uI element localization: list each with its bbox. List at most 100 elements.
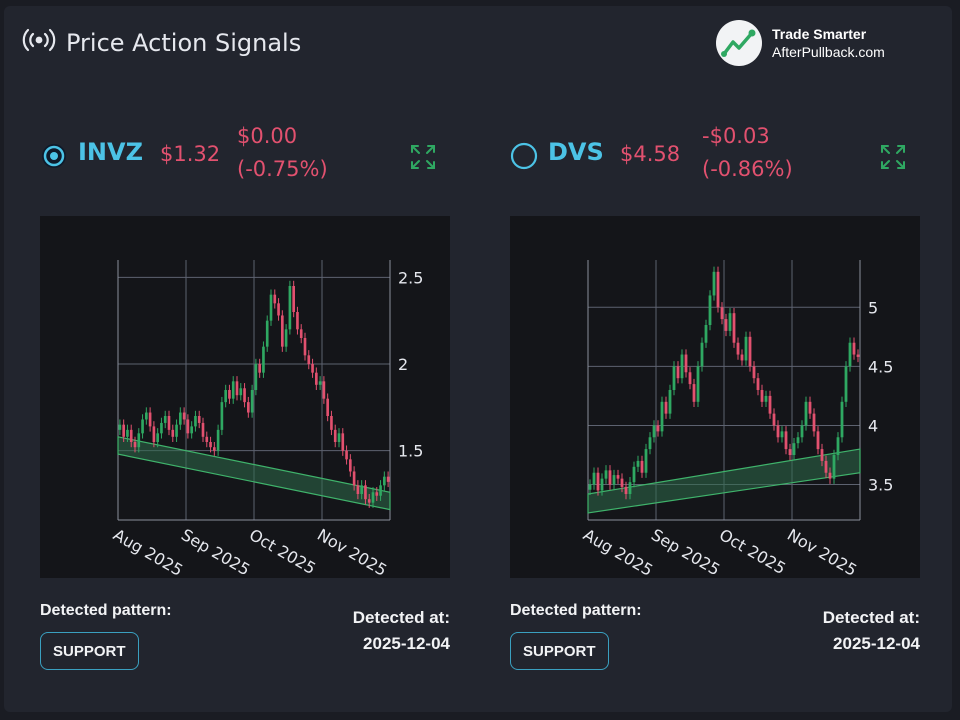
- candle-body: [284, 329, 288, 347]
- candle-body: [156, 433, 159, 442]
- candle-body: [636, 460, 640, 467]
- candle-body: [796, 437, 800, 444]
- expand-icon[interactable]: [410, 144, 436, 175]
- detected-label: Detected at:: [352, 608, 450, 627]
- candle-body: [820, 449, 824, 461]
- x-tick-label: Oct 2025: [246, 525, 319, 578]
- candle-body: [828, 472, 832, 479]
- candle-body: [836, 437, 840, 455]
- candle-body: [179, 412, 182, 425]
- candle-body: [832, 455, 836, 479]
- candle-body: [736, 342, 740, 355]
- candle-body: [780, 431, 784, 438]
- ticker-symbol[interactable]: DVS: [548, 138, 604, 166]
- candle-body: [648, 437, 652, 450]
- y-tick-label: 4.5: [868, 357, 893, 376]
- detected-label: Detected at:: [822, 608, 920, 627]
- y-tick-label: 2.5: [398, 268, 423, 287]
- candle-body: [235, 381, 239, 396]
- candle-body: [712, 271, 716, 296]
- candle-body: [160, 422, 163, 434]
- trend-up-logo-icon: [716, 20, 762, 66]
- candle-body: [672, 366, 676, 390]
- support-band: [117, 436, 391, 511]
- candle-body: [752, 366, 756, 379]
- change-pct: (-0.75%): [237, 157, 328, 181]
- x-tick-label: Sep 2025: [648, 525, 723, 578]
- candle-body: [197, 416, 201, 423]
- candle-body: [604, 470, 608, 479]
- candle-body: [273, 294, 277, 304]
- candle-body: [383, 476, 386, 486]
- y-tick-label: 5: [868, 298, 878, 317]
- candle-body: [740, 354, 744, 361]
- y-tick-label: 1.5: [398, 442, 423, 461]
- candle-body: [656, 425, 660, 432]
- candle-body: [652, 425, 656, 438]
- candle-body: [167, 416, 171, 430]
- candle-body: [281, 315, 284, 347]
- candle-body: [676, 366, 680, 379]
- expand-icon[interactable]: [880, 144, 906, 175]
- candle-body: [844, 366, 848, 402]
- pattern-label: Detected pattern:: [40, 602, 172, 619]
- candle-body: [250, 390, 254, 413]
- price-chart[interactable]: 1.5 2 2.5 Aug 2025 Sep 2025 Oct 2025 Nov 2025: [40, 216, 450, 578]
- candle-body: [744, 336, 748, 361]
- candle-body: [341, 433, 345, 451]
- candle-body: [840, 401, 844, 438]
- candle-body: [345, 450, 348, 460]
- candle-body: [688, 372, 692, 385]
- candle-body: [364, 485, 367, 500]
- candle-body: [684, 354, 688, 373]
- candle-body: [386, 476, 390, 482]
- signal-card-invz: INVZ $1.32 $0.00 (-0.75%) 1.5 2 2.5 Aug 202…: [40, 114, 450, 674]
- candle-body: [148, 412, 152, 427]
- brand-tagline: Trade Smarter: [772, 26, 867, 42]
- card-footer: Detected pattern: SUPPORT Detected at: 2…: [510, 598, 920, 678]
- pattern-badge[interactable]: SUPPORT: [510, 632, 609, 670]
- candle-body: [768, 395, 772, 414]
- pattern-badge[interactable]: SUPPORT: [40, 632, 139, 670]
- candle-body: [760, 390, 764, 402]
- candle-body: [704, 325, 708, 343]
- candle-body: [137, 433, 141, 448]
- candle-body: [186, 419, 190, 434]
- candle-body: [292, 286, 295, 312]
- candle-body: [620, 478, 624, 487]
- candle-body: [129, 429, 133, 442]
- brand[interactable]: Trade Smarter AfterPullback.com: [716, 20, 885, 66]
- candle-body: [277, 303, 280, 316]
- candle-body: [660, 401, 664, 432]
- x-tick-label: Aug 2025: [110, 525, 186, 578]
- candle-body: [616, 475, 620, 479]
- candle-body: [224, 390, 227, 403]
- candle-body: [640, 460, 644, 473]
- candle-body: [756, 378, 760, 390]
- candle-body: [318, 381, 322, 385]
- candle-body: [608, 470, 612, 485]
- candle-body: [201, 422, 205, 437]
- candle-body: [728, 313, 732, 331]
- candle-body: [624, 486, 628, 494]
- candle-body: [852, 342, 856, 355]
- candle-body: [824, 460, 828, 473]
- candle-body: [303, 338, 307, 356]
- candle-body: [299, 329, 303, 338]
- candle-body: [333, 429, 337, 442]
- price-chart[interactable]: 3.5 4 4.5 5 Aug 2025 Sep 2025 Oct 2025 Nov 2025: [510, 216, 920, 578]
- y-tick-label: 3.5: [868, 476, 893, 495]
- broadcast-icon: [22, 28, 56, 58]
- candle-body: [141, 419, 144, 434]
- x-tick-label: Nov 2025: [314, 525, 390, 578]
- detected-date: 2025-12-04: [833, 634, 920, 653]
- ticker-symbol[interactable]: INVZ: [78, 138, 143, 166]
- candle-body: [296, 312, 299, 330]
- candle-body: [311, 364, 314, 373]
- candle-body: [664, 401, 668, 414]
- y-tick-label: 2: [398, 355, 408, 374]
- candle-body: [216, 429, 220, 451]
- candle-body: [808, 401, 812, 414]
- candle-body: [592, 472, 596, 485]
